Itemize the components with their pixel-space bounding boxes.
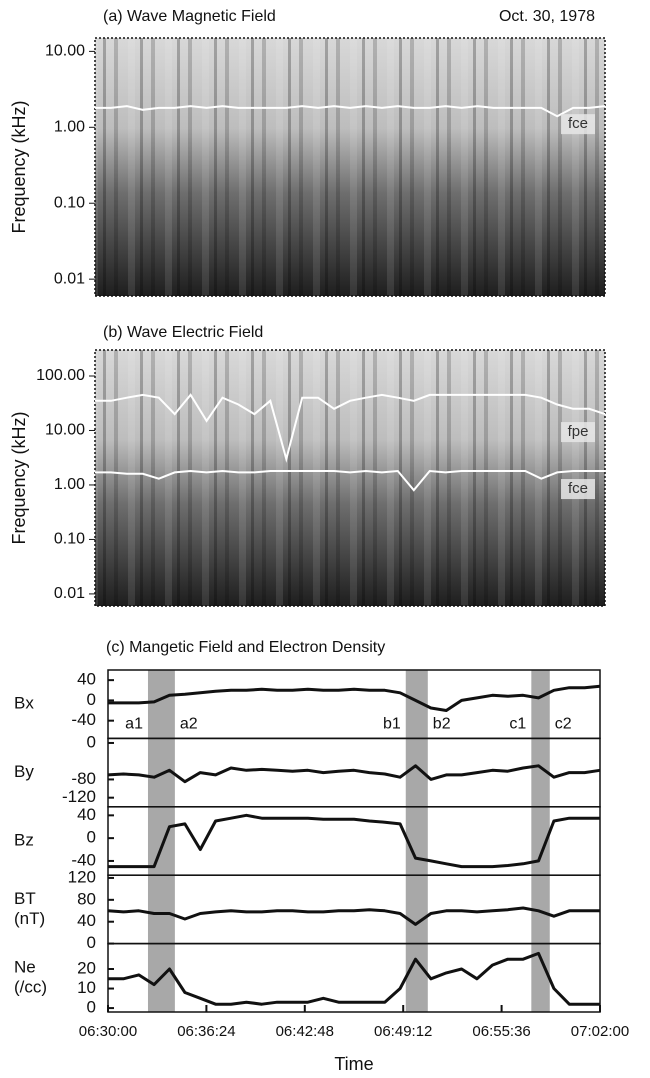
interval-label: b1 <box>383 716 401 733</box>
interval-label: c1 <box>509 716 526 733</box>
y-tick-label: 40 <box>77 805 96 824</box>
date-label: Oct. 30, 1978 <box>499 8 595 25</box>
interval-label: c2 <box>555 716 572 733</box>
legend-label: fce <box>568 480 588 497</box>
y-axis-label: (nT) <box>14 909 45 928</box>
y-tick-label: 0.10 <box>54 531 85 548</box>
y-axis-label: Bx <box>14 694 34 713</box>
y-tick-label: 0 <box>87 732 96 751</box>
y-tick-label: 0 <box>87 690 96 709</box>
y-tick-label: 120 <box>68 867 96 886</box>
y-tick-label: 10.00 <box>45 43 85 60</box>
y-tick-label: 0.10 <box>54 194 85 211</box>
y-tick-label: -40 <box>71 850 96 869</box>
data-line <box>108 684 601 712</box>
y-tick-label: 80 <box>77 889 96 908</box>
shaded-interval <box>405 670 428 1012</box>
x-tick-label: 06:30:00 <box>79 1023 137 1040</box>
y-tick-label: 40 <box>77 670 96 689</box>
shaded-interval <box>531 670 550 1012</box>
y-tick-label: 0.01 <box>54 585 85 602</box>
spectrogram-texture <box>95 350 605 606</box>
panel-title: (b) Wave Electric Field <box>103 324 263 341</box>
panel-title: (a) Wave Magnetic Field <box>103 8 276 25</box>
y-axis-label: Ne <box>14 957 36 976</box>
x-tick-label: 06:49:12 <box>374 1023 432 1040</box>
y-tick-label: -80 <box>71 769 96 788</box>
y-tick-label: -40 <box>71 710 96 729</box>
shaded-interval <box>147 670 175 1012</box>
y-tick-label: 10.00 <box>45 422 85 439</box>
x-tick-label: 06:42:48 <box>276 1023 334 1040</box>
spectrogram-texture <box>95 38 605 296</box>
interval-label: a2 <box>180 716 198 733</box>
y-tick-label: 0 <box>87 828 96 847</box>
legend-label: fce <box>568 115 588 132</box>
x-axis-label: Time <box>334 1054 373 1074</box>
y-axis-label: Bz <box>14 830 34 849</box>
subplot-frame <box>107 806 601 876</box>
data-line <box>107 906 600 926</box>
data-line <box>108 951 600 1006</box>
y-tick-label: 0 <box>87 998 96 1017</box>
plot-frame <box>94 349 606 607</box>
x-tick-label: 06:55:36 <box>472 1023 530 1040</box>
y-tick-label: 100.00 <box>36 367 85 384</box>
panel-title: (c) Mangetic Field and Electron Density <box>106 639 385 656</box>
y-tick-label: -120 <box>62 787 96 806</box>
wave-line <box>95 393 606 463</box>
y-tick-label: 10 <box>77 978 96 997</box>
y-axis-label: (/cc) <box>14 977 47 996</box>
y-axis-label: Frequency (kHz) <box>9 100 29 233</box>
y-tick-label: 20 <box>77 958 96 977</box>
legend-box <box>561 479 595 500</box>
y-axis-label: BT <box>14 889 36 908</box>
y-tick-label: 40 <box>77 911 96 930</box>
y-tick-label: 0.01 <box>54 270 85 287</box>
x-tick-label: 07:02:00 <box>571 1023 629 1040</box>
wave-line <box>95 105 606 118</box>
y-tick-label: 1.00 <box>54 119 85 136</box>
x-tick-label: 06:36:24 <box>177 1023 235 1040</box>
y-axis-label: By <box>14 762 34 781</box>
y-tick-label: 0 <box>87 933 96 952</box>
y-tick-label: 1.00 <box>54 476 85 493</box>
data-line <box>108 813 600 869</box>
y-axis-label: Frequency (kHz) <box>9 411 29 544</box>
subplot-frame <box>107 737 601 808</box>
legend-box <box>561 114 595 135</box>
legend-label: fpe <box>568 423 589 440</box>
interval-label: a1 <box>125 716 143 733</box>
data-line <box>107 764 601 784</box>
interval-label: b2 <box>433 716 451 733</box>
wave-line <box>95 469 605 492</box>
legend-box <box>561 422 595 443</box>
